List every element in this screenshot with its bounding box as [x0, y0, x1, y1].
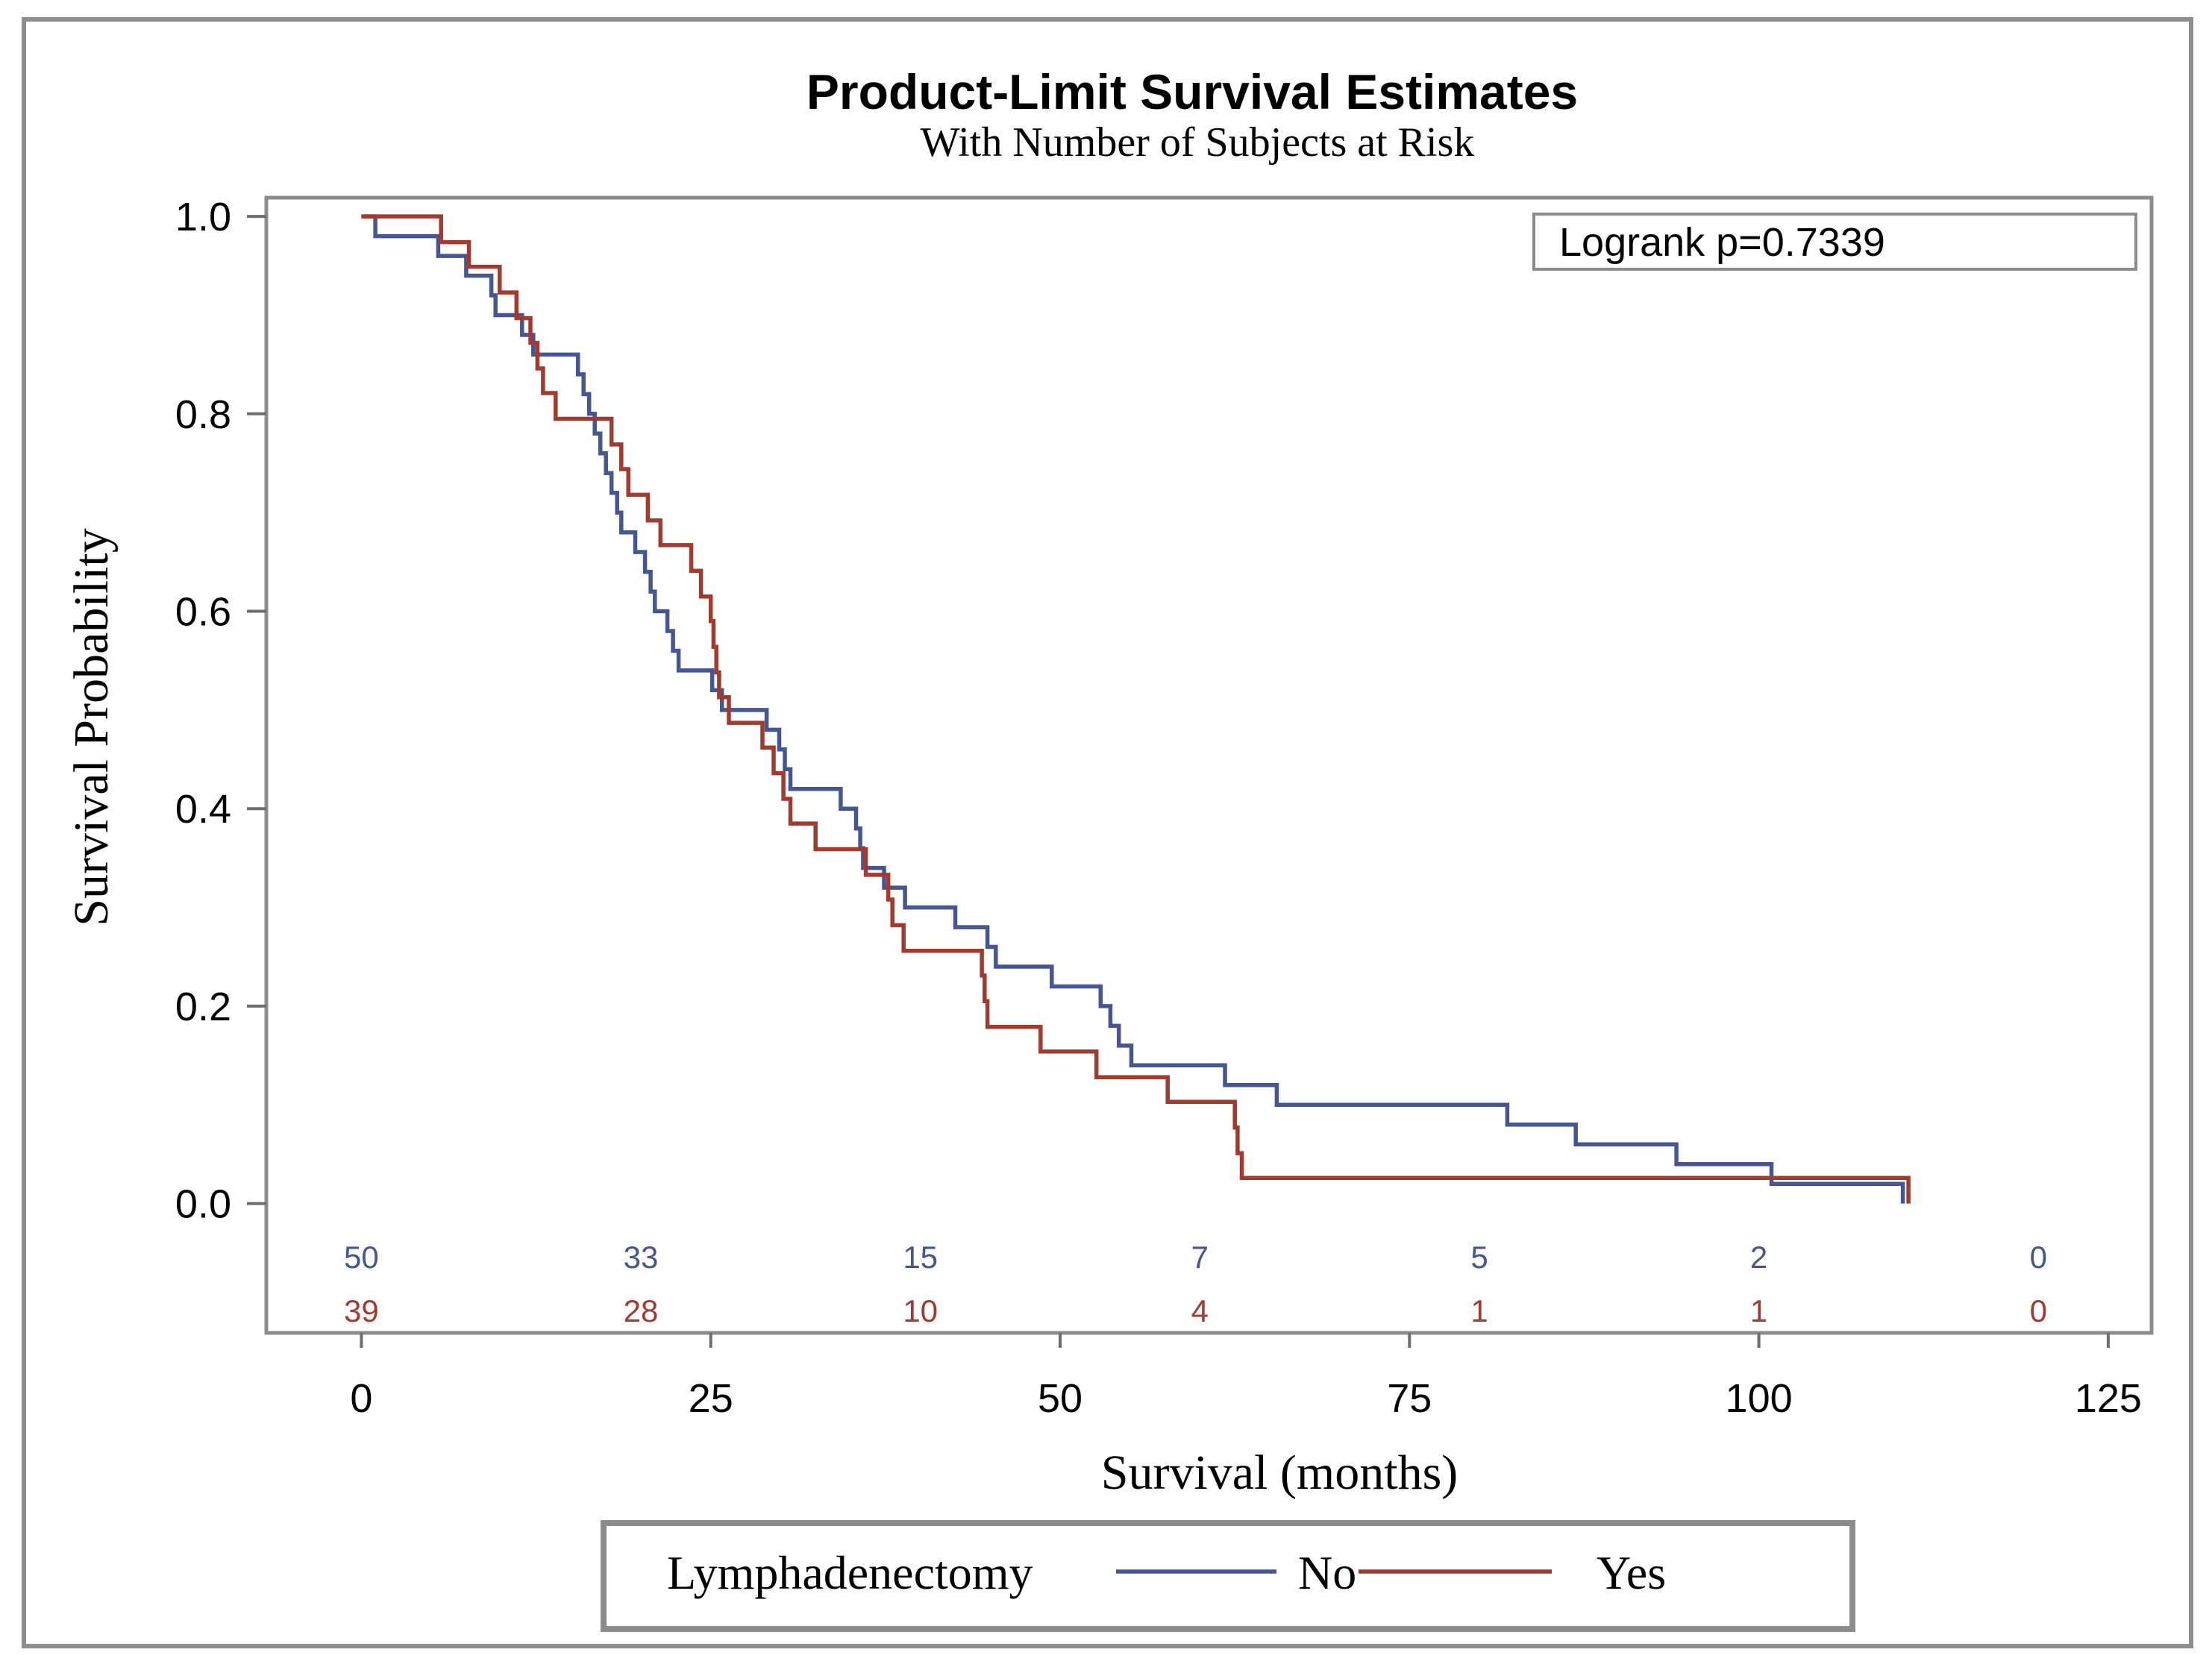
- x-tick-label-125: 125: [2075, 1376, 2142, 1421]
- y-tick-label-0.2: 0.2: [175, 985, 231, 1029]
- km-curve-no: [361, 214, 1905, 1204]
- chart-subtitle: With Number of Subjects at Risk: [921, 119, 1475, 166]
- x-axis-label: Survival (months): [1101, 1446, 1458, 1500]
- at-risk-yes-40: 10: [903, 1293, 938, 1328]
- x-axis: 0 25 50 75 100 125: [350, 1333, 2142, 1421]
- y-tick-label-0.0: 0.0: [175, 1182, 231, 1227]
- at-risk-yes-20: 28: [624, 1293, 659, 1328]
- y-axis-label: Survival Probability: [64, 528, 119, 926]
- x-tick-label-75: 75: [1387, 1376, 1432, 1421]
- chart-title: Product-Limit Survival Estimates: [806, 64, 1578, 119]
- legend-label-no: No: [1298, 1546, 1356, 1599]
- at-risk-yes-80: 1: [1470, 1293, 1488, 1328]
- x-tick-label-100: 100: [1726, 1376, 1793, 1421]
- plot-frame: [264, 195, 2154, 1335]
- x-tick-label-0: 0: [350, 1376, 372, 1421]
- at-risk-no-40: 15: [903, 1240, 938, 1275]
- at-risk-yes-100: 1: [1750, 1293, 1767, 1328]
- legend-box: [601, 1520, 1855, 1632]
- y-tick-label-0.8: 0.8: [175, 392, 231, 437]
- legend: Lymphadenectomy No Yes: [601, 1520, 1855, 1632]
- logrank-text: Logrank p=0.7339: [1559, 220, 1885, 265]
- km-curve-yes: [361, 214, 1911, 1204]
- at-risk-no-100: 2: [1750, 1240, 1767, 1275]
- survival-curves: [361, 214, 1911, 1204]
- y-tick-label-1.0: 1.0: [175, 195, 231, 239]
- y-tick-label-0.4: 0.4: [175, 787, 231, 832]
- at-risk-no-120: 0: [2030, 1240, 2047, 1275]
- logrank-inset: Logrank p=0.7339: [1532, 213, 2137, 271]
- logrank-box: [1532, 213, 2137, 271]
- at-risk-yes-60: 4: [1191, 1293, 1209, 1328]
- at-risk-table: 50 33 15 7 5 2 039 28 10 4 1 1 0: [344, 1240, 2047, 1328]
- at-risk-no-80: 5: [1470, 1240, 1488, 1275]
- at-risk-no-20: 33: [624, 1240, 659, 1275]
- x-tick-label-25: 25: [689, 1376, 733, 1421]
- at-risk-yes-120: 0: [2030, 1293, 2047, 1328]
- at-risk-no-60: 7: [1191, 1240, 1209, 1275]
- y-axis: 0.0 0.2 0.4 0.6 0.8 1.0: [175, 195, 266, 1227]
- y-tick-label-0.6: 0.6: [175, 590, 231, 635]
- at-risk-yes-0: 39: [344, 1293, 379, 1328]
- legend-title: Lymphadenectomy: [667, 1546, 1033, 1599]
- at-risk-no-0: 50: [344, 1240, 379, 1275]
- legend-label-yes: Yes: [1597, 1546, 1666, 1599]
- chart-border: [22, 17, 2193, 1648]
- x-tick-label-50: 50: [1038, 1376, 1082, 1421]
